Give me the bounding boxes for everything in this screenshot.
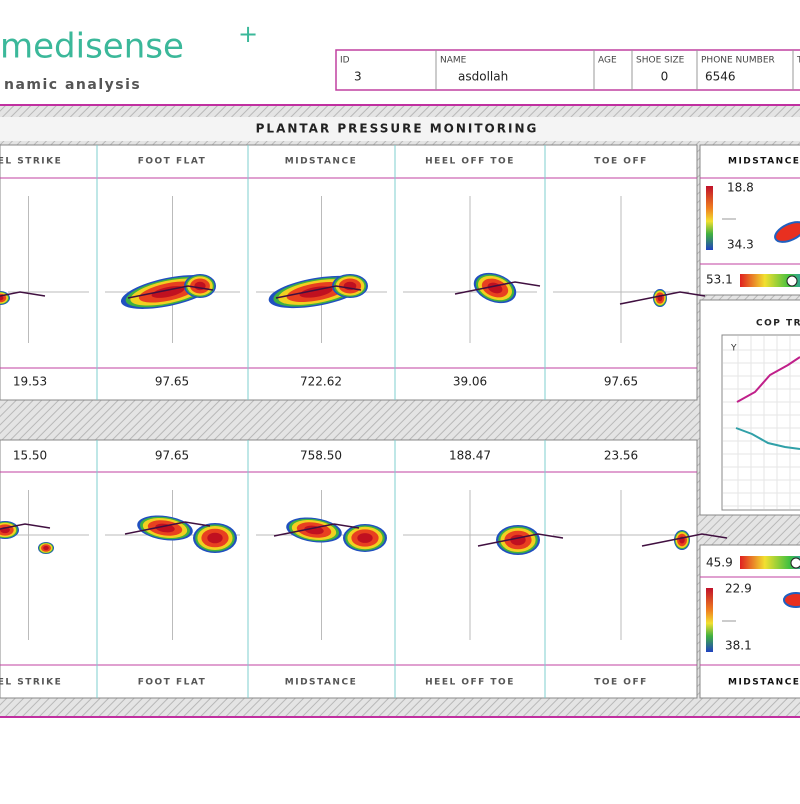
cop-trace — [0, 291, 46, 297]
phase-label: TOE OFF — [594, 157, 648, 167]
phase-label: MIDSTANCE — [285, 678, 357, 688]
color-scale — [706, 588, 713, 652]
logo-name: medisense — [0, 27, 184, 67]
phase-value: 722.62 — [300, 375, 342, 389]
scale-max: 18.8 — [727, 181, 754, 195]
gauge — [740, 274, 800, 287]
cop-trace — [127, 285, 214, 299]
phase-value: 23.56 — [604, 449, 638, 463]
cop-trace — [619, 291, 706, 305]
cop-chart — [721, 334, 800, 511]
phase-label: TOE OFF — [594, 678, 648, 688]
cop-trace — [273, 523, 360, 537]
cop-trace — [275, 285, 362, 299]
phase-label: HEEL OFF TOE — [425, 678, 515, 688]
pressure-blob — [155, 523, 175, 533]
phase-label: HEEL OFF TOE — [425, 157, 515, 167]
phase-label: EL STRIKE — [0, 678, 62, 688]
phase-label: MIDSTANCE — [285, 157, 357, 167]
cop-trace — [0, 523, 51, 530]
foot-preview — [783, 592, 800, 608]
logo-subtitle: namic analysis — [4, 77, 141, 93]
scale-min: 38.1 — [725, 639, 752, 653]
field-label: T — [796, 56, 800, 66]
field-value: 0 — [661, 70, 669, 84]
phase-value: 188.47 — [449, 449, 491, 463]
scale-max: 22.9 — [725, 582, 752, 596]
cop-title: COP TR — [756, 319, 800, 329]
phase-label: FOOT FLAT — [138, 678, 207, 688]
field-label: AGE — [598, 56, 617, 66]
phase-value: 97.65 — [604, 375, 638, 389]
phase-value: 97.65 — [155, 449, 189, 463]
field-value: 6546 — [705, 70, 736, 84]
cop-trace — [124, 521, 211, 535]
gauge-knob — [786, 275, 798, 287]
patient-fields: ID 3 NAME asdollah AGE SHOE SIZE 0 PHONE NUMBER… — [340, 50, 800, 90]
phase-value: 19.53 — [13, 375, 47, 389]
patient-box — [335, 49, 800, 91]
side-top — [699, 144, 800, 296]
pressure-blob — [299, 286, 333, 298]
side-header: MIDSTANCE — [728, 678, 800, 688]
cop-axis-label: Y — [730, 344, 737, 354]
color-scale — [706, 186, 713, 250]
phase-value: 15.50 — [13, 449, 47, 463]
title-bar — [0, 117, 800, 141]
gauge-knob — [790, 557, 800, 569]
pressure-blob — [357, 533, 373, 543]
bottom-grid — [0, 439, 698, 699]
foot-preview — [774, 221, 800, 243]
cop-trace — [454, 281, 541, 295]
field-label: PHONE NUMBER — [701, 56, 775, 66]
phase-label: FOOT FLAT — [138, 157, 207, 167]
field-value: asdollah — [458, 70, 508, 84]
gauge — [740, 556, 800, 569]
side-bottom — [699, 544, 800, 699]
field-label: ID — [340, 56, 350, 66]
panel-title: PLANTAR PRESSURE MONITORING — [256, 122, 539, 136]
cop-curve — [735, 427, 800, 450]
pressure-blob — [0, 295, 4, 301]
phase-value: 97.65 — [155, 375, 189, 389]
top-grid — [0, 144, 698, 401]
logo-plus: + — [238, 20, 258, 48]
pressure-blob — [304, 525, 324, 535]
pressure-blob — [43, 545, 49, 551]
cop-trace — [477, 533, 564, 547]
field-label: NAME — [440, 56, 467, 66]
cop-curve — [736, 356, 800, 403]
field-label: SHOE SIZE — [636, 56, 685, 66]
pressure-blob — [207, 532, 223, 544]
columns: EL STRIKE 19.53 FOOT FLAT 97.65 MIDSTANCE 722… — [0, 145, 728, 698]
reading: 45.9 — [706, 556, 733, 570]
phase-label: EL STRIKE — [0, 157, 62, 167]
cop-trace — [641, 533, 728, 547]
phase-value: 758.50 — [300, 449, 342, 463]
field-value: 3 — [354, 70, 362, 84]
side-header: MIDSTANCE — [728, 157, 800, 167]
reading: 53.1 — [706, 273, 733, 287]
scale-min: 34.3 — [727, 238, 754, 252]
phase-value: 39.06 — [453, 375, 487, 389]
